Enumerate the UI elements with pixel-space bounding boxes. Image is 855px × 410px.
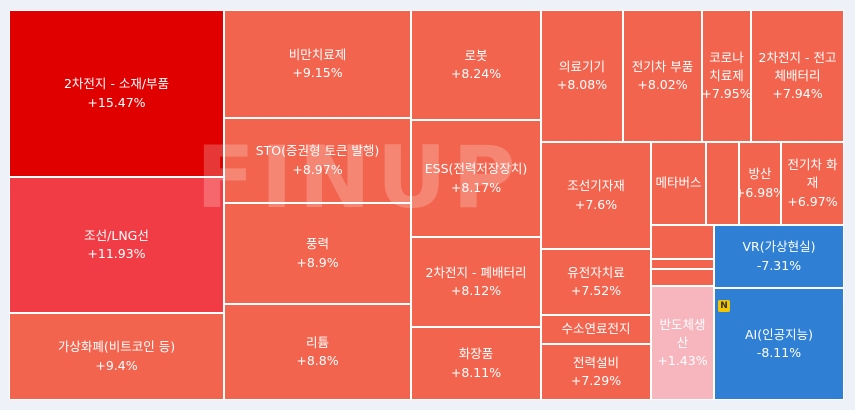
treemap-cell[interactable]: AI(인공지능) -8.11% xyxy=(714,288,844,400)
treemap-cell[interactable]: 가상화폐(비트코인 등) +9.4% xyxy=(9,313,224,400)
treemap-cell[interactable]: 방산 +6.98% xyxy=(739,142,781,225)
cell-change-label: +8.12% xyxy=(450,283,502,298)
treemap-cell[interactable]: 2차전지 - 폐배터리 +8.12% xyxy=(411,237,541,327)
cell-change-label: +9.4% xyxy=(95,357,138,373)
cell-name-label: 2차전지 - 전고체배터리 xyxy=(758,49,837,83)
treemap-cell[interactable]: 전기차 부품 +8.02% xyxy=(623,10,702,142)
treemap-cell[interactable]: 전기차 화재 +6.97% xyxy=(781,142,844,225)
treemap-cell[interactable]: ESS(전력저장장치) +8.17% xyxy=(411,120,541,237)
cell-name-label: 가상화폐(비트코인 등) xyxy=(57,339,176,355)
cell-name-label: 유전자치료 xyxy=(567,264,625,280)
treemap-cell[interactable]: 비만치료제 +9.15% xyxy=(224,10,411,118)
treemap-cell[interactable]: 수소연료전지 xyxy=(541,315,651,344)
cell-change-label: +8.9% xyxy=(296,254,339,270)
cell-change-label: +8.17% xyxy=(450,179,502,195)
cell-name-label: 리튬 xyxy=(305,334,329,350)
cell-name-label: 의료기기 xyxy=(558,58,605,74)
cell-name-label: 조선기자재 xyxy=(567,178,625,194)
cell-change-label: +15.47% xyxy=(87,94,146,110)
cell-change-label: +7.95% xyxy=(702,86,751,102)
cell-name-label: 전력설비 xyxy=(572,354,619,370)
cell-name-label: 코로나 치료제 xyxy=(709,49,744,83)
cell-name-label: 방산 xyxy=(748,166,772,182)
treemap-cell[interactable]: 2차전지 - 소재/부품 +15.47% xyxy=(9,10,224,177)
cell-name-label: STO(증권형 토큰 발행) xyxy=(255,143,380,159)
cell-name-label: 로봇 xyxy=(464,47,488,63)
treemap-cell[interactable]: 코로나 치료제 +7.95% xyxy=(702,10,751,142)
treemap-cell[interactable]: 의료기기 +8.08% xyxy=(541,10,623,142)
cell-name-label: 전기차 화재 xyxy=(787,157,838,191)
cell-name-label: 2차전지 - 폐배터리 xyxy=(425,264,527,280)
news-badge-icon[interactable]: N xyxy=(718,300,730,312)
cell-change-label: +7.94% xyxy=(772,86,823,102)
cell-name-label: 풍력 xyxy=(305,236,329,252)
treemap-cell[interactable]: STO(증권형 토큰 발행) +8.97% xyxy=(224,118,411,203)
cell-change-label: -7.31% xyxy=(756,257,802,273)
cell-change-label: +1.43% xyxy=(657,353,708,369)
cell-change-label: +8.02% xyxy=(637,77,688,92)
treemap-cell[interactable]: 화장품 +8.11% xyxy=(411,327,541,400)
treemap-cell[interactable] xyxy=(651,225,714,259)
treemap-cell[interactable]: 2차전지 - 전고체배터리 +7.94% xyxy=(751,10,844,142)
cell-name-label: 화장품 xyxy=(458,346,494,362)
cell-change-label: +8.8% xyxy=(296,353,339,368)
cell-name-label: 반도체생산 xyxy=(659,316,706,350)
cell-change-label: +9.15% xyxy=(292,65,343,80)
cell-change-label: +11.93% xyxy=(87,246,146,261)
treemap-cell[interactable] xyxy=(651,269,714,286)
cell-name-label: ESS(전력저장장치) xyxy=(424,161,528,177)
cell-change-label: +7.29% xyxy=(570,373,622,388)
cell-change-label: +8.24% xyxy=(450,66,502,81)
treemap-cell[interactable]: 로봇 +8.24% xyxy=(411,10,541,120)
treemap-cell[interactable]: 반도체생산 +1.43% xyxy=(651,286,714,400)
cell-change-label: +7.6% xyxy=(574,196,618,212)
treemap-cell[interactable]: 풍력 +8.9% xyxy=(224,203,411,304)
cell-name-label: 전기차 부품 xyxy=(631,58,694,74)
treemap-cell[interactable]: 리튬 +8.8% xyxy=(224,304,411,400)
cell-change-label: +7.52% xyxy=(570,283,622,298)
treemap-cell[interactable] xyxy=(651,259,714,269)
treemap-cell[interactable]: 조선기자재 +7.6% xyxy=(541,142,651,249)
cell-change-label: +6.98% xyxy=(740,184,780,200)
cell-name-label: 메타버스 xyxy=(655,175,702,191)
cell-change-label: +8.08% xyxy=(556,77,608,92)
cell-change-label: +8.11% xyxy=(450,364,502,380)
cell-name-label: VR(가상현실) xyxy=(742,239,816,255)
cell-change-label: -8.11% xyxy=(756,345,802,360)
treemap-cell[interactable] xyxy=(706,142,739,225)
treemap-cell[interactable]: 조선/LNG선 +11.93% xyxy=(9,177,224,313)
treemap-cell[interactable]: 유전자치료 +7.52% xyxy=(541,249,651,315)
treemap-cell[interactable]: VR(가상현실) -7.31% xyxy=(714,225,844,288)
cell-change-label: +8.97% xyxy=(292,161,343,177)
cell-name-label: AI(인공지능) xyxy=(745,326,813,342)
cell-change-label: +6.97% xyxy=(787,193,838,209)
treemap-cell[interactable]: 전력설비 +7.29% xyxy=(541,344,651,400)
treemap-cell[interactable]: 메타버스 xyxy=(651,142,706,225)
cell-name-label: 비만치료제 xyxy=(288,46,347,62)
cell-name-label: 조선/LNG선 xyxy=(84,227,149,243)
cell-name-label: 2차전지 - 소재/부품 xyxy=(63,76,170,92)
cell-name-label: 수소연료전지 xyxy=(561,321,631,337)
